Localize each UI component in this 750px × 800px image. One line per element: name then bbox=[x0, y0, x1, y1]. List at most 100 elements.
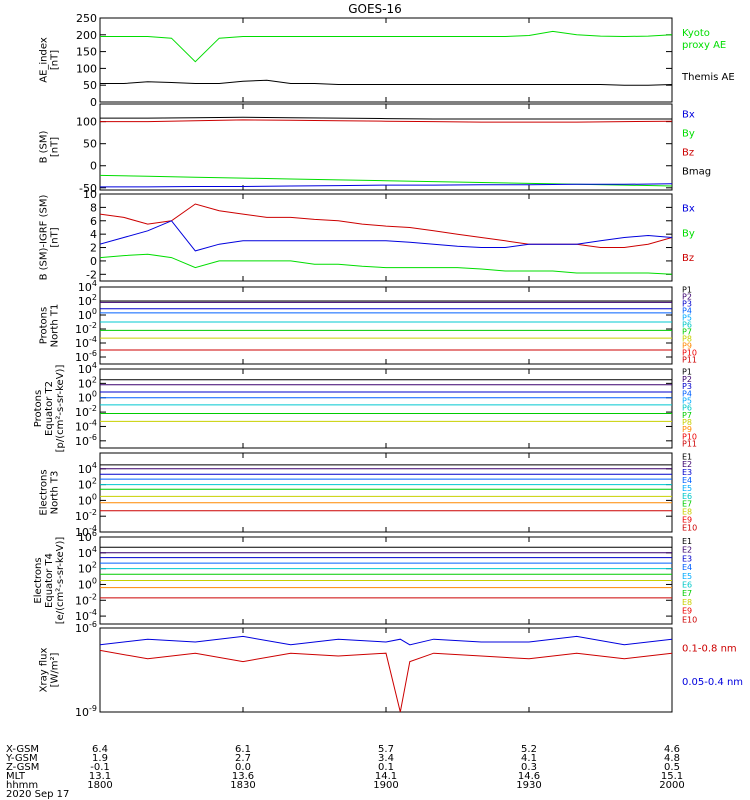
y-tick-label: 10-4 bbox=[75, 418, 97, 433]
legend-entry: P10 bbox=[682, 349, 697, 358]
legend-entry: E2 bbox=[682, 546, 692, 555]
y-axis-label: North T1 bbox=[50, 304, 61, 348]
series-group bbox=[100, 116, 672, 188]
y-tick-label: 10-6 bbox=[75, 433, 97, 448]
y-axis-label: Equator T2 bbox=[44, 381, 55, 436]
legend-entry: P6 bbox=[682, 404, 692, 413]
y-tick-label: 104 bbox=[78, 545, 97, 560]
legend-entry: By bbox=[682, 128, 695, 139]
y-axis-label: Xray flux bbox=[39, 648, 50, 693]
x-table-value: 1900 bbox=[373, 780, 398, 791]
legend-entry: E3 bbox=[682, 554, 692, 563]
legend-entry: Bz bbox=[682, 253, 694, 264]
x-table-value: 0.0 bbox=[235, 762, 251, 773]
series-line-0-1-0-8-nm bbox=[100, 649, 672, 712]
legend-entry: E5 bbox=[682, 484, 692, 493]
y-tick-label: 8 bbox=[90, 201, 97, 214]
y-tick-label: 150 bbox=[76, 46, 97, 59]
legend-entry: Bz bbox=[682, 148, 694, 159]
legend-entry: 0.05-0.4 nm bbox=[682, 677, 743, 688]
y-tick-label: 102 bbox=[78, 561, 97, 576]
y-tick-label: 10-2 bbox=[75, 508, 97, 523]
y-tick-label: 100 bbox=[78, 390, 97, 405]
y-axis-label: [nT] bbox=[50, 227, 61, 247]
y-tick-label: 2 bbox=[90, 242, 97, 255]
x-table-value: 15.1 bbox=[661, 771, 683, 782]
x-table-row-label: Y-GSM bbox=[5, 753, 38, 764]
legend-entry: Kyoto bbox=[682, 28, 710, 39]
x-table-value: 2000 bbox=[659, 780, 684, 791]
y-tick-label: 100 bbox=[78, 492, 97, 507]
y-tick-label: 4 bbox=[90, 228, 97, 241]
series-line-by bbox=[100, 253, 672, 275]
series-group bbox=[100, 464, 672, 512]
x-table-value: 0.1 bbox=[378, 762, 394, 773]
x-table-row-label: MLT bbox=[6, 771, 26, 782]
y-tick-label: 10-2 bbox=[75, 321, 97, 336]
legend-entry: Bx bbox=[682, 109, 695, 120]
legend-entry: E4 bbox=[682, 476, 692, 485]
panel-frame bbox=[99, 286, 673, 365]
y-axis-label: [nT] bbox=[50, 137, 61, 157]
y-tick-label: 10-2 bbox=[75, 404, 97, 419]
x-table-value: 2.7 bbox=[235, 753, 251, 764]
y-tick-label: 100 bbox=[76, 116, 97, 129]
y-tick-label: 10-4 bbox=[75, 524, 97, 539]
legend-entry: P11 bbox=[682, 440, 697, 449]
legend-entry: E4 bbox=[682, 563, 692, 572]
y-tick-label: 102 bbox=[78, 477, 97, 492]
x-table-value: 6.1 bbox=[235, 744, 251, 755]
series-group bbox=[100, 203, 672, 275]
y-axis-label: [W/m²] bbox=[50, 652, 61, 687]
series-line-bmag bbox=[100, 116, 672, 120]
y-tick-label: 106 bbox=[78, 529, 97, 544]
y-axis-label: North T3 bbox=[50, 471, 61, 515]
series-line-bx bbox=[100, 220, 672, 252]
x-table-value: -0.1 bbox=[90, 762, 110, 773]
x-table-value: 13.6 bbox=[232, 771, 254, 782]
series-line-kyoto-proxy-ae bbox=[100, 30, 672, 63]
legend-entry: E2 bbox=[682, 460, 692, 469]
legend-entry: E10 bbox=[682, 523, 697, 532]
y-axis-label: B (SM) bbox=[39, 130, 50, 163]
y-tick-label: 10-4 bbox=[75, 608, 97, 623]
legend-entry: E8 bbox=[682, 598, 692, 607]
legend-entry: E9 bbox=[682, 607, 692, 616]
series-group bbox=[100, 635, 672, 712]
y-tick-label: 104 bbox=[78, 361, 97, 376]
series-line-bx bbox=[100, 183, 672, 188]
legend-entry: P11 bbox=[682, 356, 697, 365]
legend-entry: E6 bbox=[682, 580, 692, 589]
legend-entry: P2 bbox=[682, 375, 692, 384]
panel-8: 10-6 10-9 Xray flux [W/m²] 0.1-0.8 nm 0.05-0.… bbox=[39, 620, 744, 719]
legend-entry: E7 bbox=[682, 500, 692, 509]
legend-entry: E8 bbox=[682, 508, 692, 517]
x-table-value: 5.2 bbox=[521, 744, 537, 755]
x-table-value: 4.8 bbox=[664, 753, 680, 764]
y-axis-label: Protons bbox=[39, 307, 50, 344]
legend-entry: P5 bbox=[682, 396, 692, 405]
y-tick-label: 10-2 bbox=[75, 592, 97, 607]
y-tick-label: 104 bbox=[78, 461, 97, 476]
y-tick-label: 200 bbox=[76, 29, 97, 42]
y-tick-label: 100 bbox=[78, 576, 97, 591]
x-table-value: 0.3 bbox=[521, 762, 537, 773]
legend-entry: P3 bbox=[682, 382, 692, 391]
x-table-row-label: hhmm bbox=[6, 780, 38, 791]
x-axis-date: 2020 Sep 17 bbox=[6, 789, 69, 800]
legend-entry: E1 bbox=[682, 452, 692, 461]
legend-entry: Bmag bbox=[682, 167, 711, 178]
x-table-value: 1800 bbox=[87, 780, 112, 791]
legend-entry: P4 bbox=[682, 389, 692, 398]
legend-entry: E1 bbox=[682, 537, 692, 546]
y-tick-label: 250 bbox=[76, 12, 97, 25]
legend-entry: P5 bbox=[682, 314, 692, 323]
x-table-row-label: Z-GSM bbox=[6, 762, 39, 773]
legend-entry: P6 bbox=[682, 321, 692, 330]
y-axis-label: B (SM)-IGRF (SM) bbox=[39, 195, 50, 281]
legend-entry: P3 bbox=[682, 300, 692, 309]
y-axis-label: [nT] bbox=[50, 50, 61, 70]
